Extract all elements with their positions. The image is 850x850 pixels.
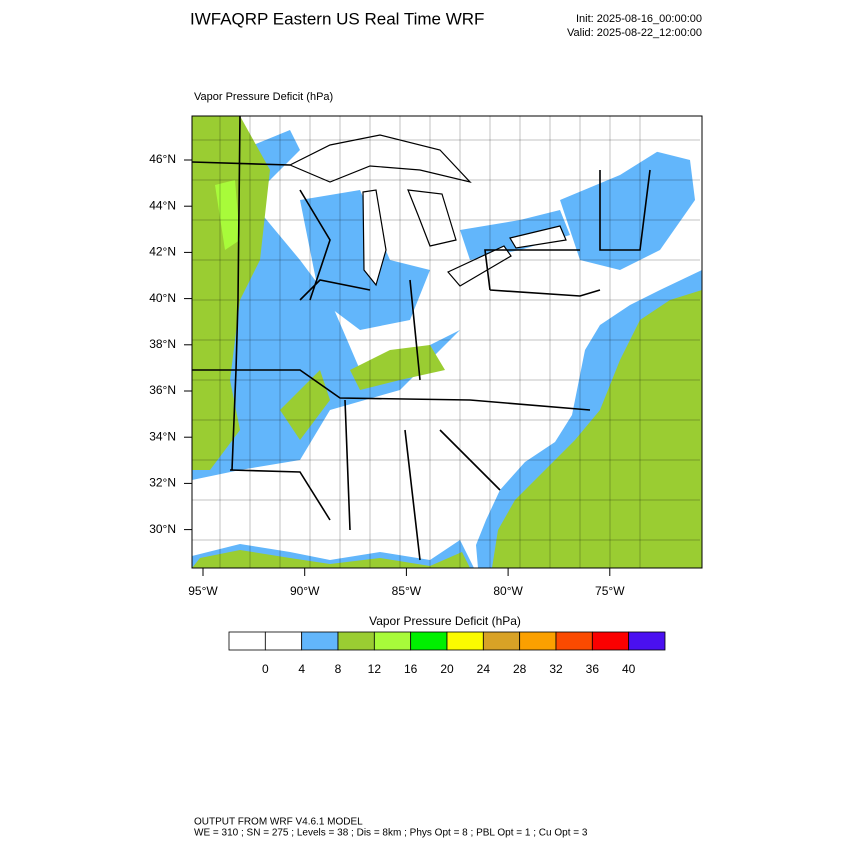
colorbar-label: 0 xyxy=(262,662,269,676)
lon-label: 75°W xyxy=(595,584,625,598)
lat-label: 36°N xyxy=(149,383,176,397)
lat-label: 42°N xyxy=(149,245,176,259)
lat-label: 40°N xyxy=(149,291,176,305)
colorbar-box xyxy=(591,631,630,651)
colorbar-box xyxy=(264,631,303,651)
lat-label: 38°N xyxy=(149,337,176,351)
colorbar-label: 40 xyxy=(622,662,636,676)
colorbar-box xyxy=(228,631,266,651)
map-frame xyxy=(191,115,703,569)
colorbar-label: 16 xyxy=(404,662,418,676)
lat-label: 44°N xyxy=(149,198,176,212)
lake-ontario xyxy=(509,225,567,249)
colorbar-box xyxy=(482,631,521,651)
lon-label: 90°W xyxy=(290,584,320,598)
colorbar-box xyxy=(446,631,484,651)
vpd-region xyxy=(192,330,230,440)
colorbar-box xyxy=(337,631,375,651)
valid-time: Valid: 2025-08-22_12:00:00 xyxy=(567,27,702,39)
colorbar-label: 32 xyxy=(549,662,563,676)
colorbar-title: Vapor Pressure Deficit (hPa) xyxy=(369,614,521,628)
colorbar-box xyxy=(301,631,339,651)
ocean xyxy=(492,290,702,568)
canada xyxy=(330,116,702,200)
lat-label: 46°N xyxy=(149,152,176,166)
gulf xyxy=(192,550,470,568)
vpd-region xyxy=(350,345,445,390)
lat-label: 34°N xyxy=(149,429,176,443)
map xyxy=(192,116,702,568)
footer-line: OUTPUT FROM WRF V4.6.1 MODEL xyxy=(194,817,363,828)
colorbar-label: 28 xyxy=(513,662,527,676)
lake-huron xyxy=(407,189,457,247)
footer-line: WE = 310 ; SN = 275 ; Levels = 38 ; Dis … xyxy=(194,828,588,839)
colorbar-box xyxy=(410,631,448,651)
lon-label: 95°W xyxy=(188,584,218,598)
colorbar-label: 12 xyxy=(368,662,382,676)
colorbar-box xyxy=(519,631,557,651)
title: IWFAQRP Eastern US Real Time WRF xyxy=(190,9,484,28)
colorbar-label: 8 xyxy=(335,662,342,676)
colorbar-label: 4 xyxy=(298,662,305,676)
vpd-region xyxy=(215,180,240,250)
lat-label: 30°N xyxy=(149,522,176,536)
field-label: Vapor Pressure Deficit (hPa) xyxy=(194,91,333,103)
colorbar-box xyxy=(555,631,593,651)
lake-michigan xyxy=(362,189,387,287)
lake-superior xyxy=(288,134,472,184)
vpd-region xyxy=(460,210,570,260)
colorbar-box xyxy=(373,631,412,651)
vpd-region xyxy=(280,370,330,440)
state-borders xyxy=(192,116,651,561)
lon-label: 80°W xyxy=(493,584,523,598)
lon-label: 85°W xyxy=(392,584,422,598)
colorbar-label: 36 xyxy=(586,662,600,676)
colorbar-label: 20 xyxy=(440,662,454,676)
init-time: Init: 2025-08-16_00:00:00 xyxy=(576,13,702,25)
colorbar-label: 24 xyxy=(477,662,491,676)
colorbar-box xyxy=(628,631,666,651)
county-lines xyxy=(192,116,700,568)
lat-label: 32°N xyxy=(149,476,176,490)
